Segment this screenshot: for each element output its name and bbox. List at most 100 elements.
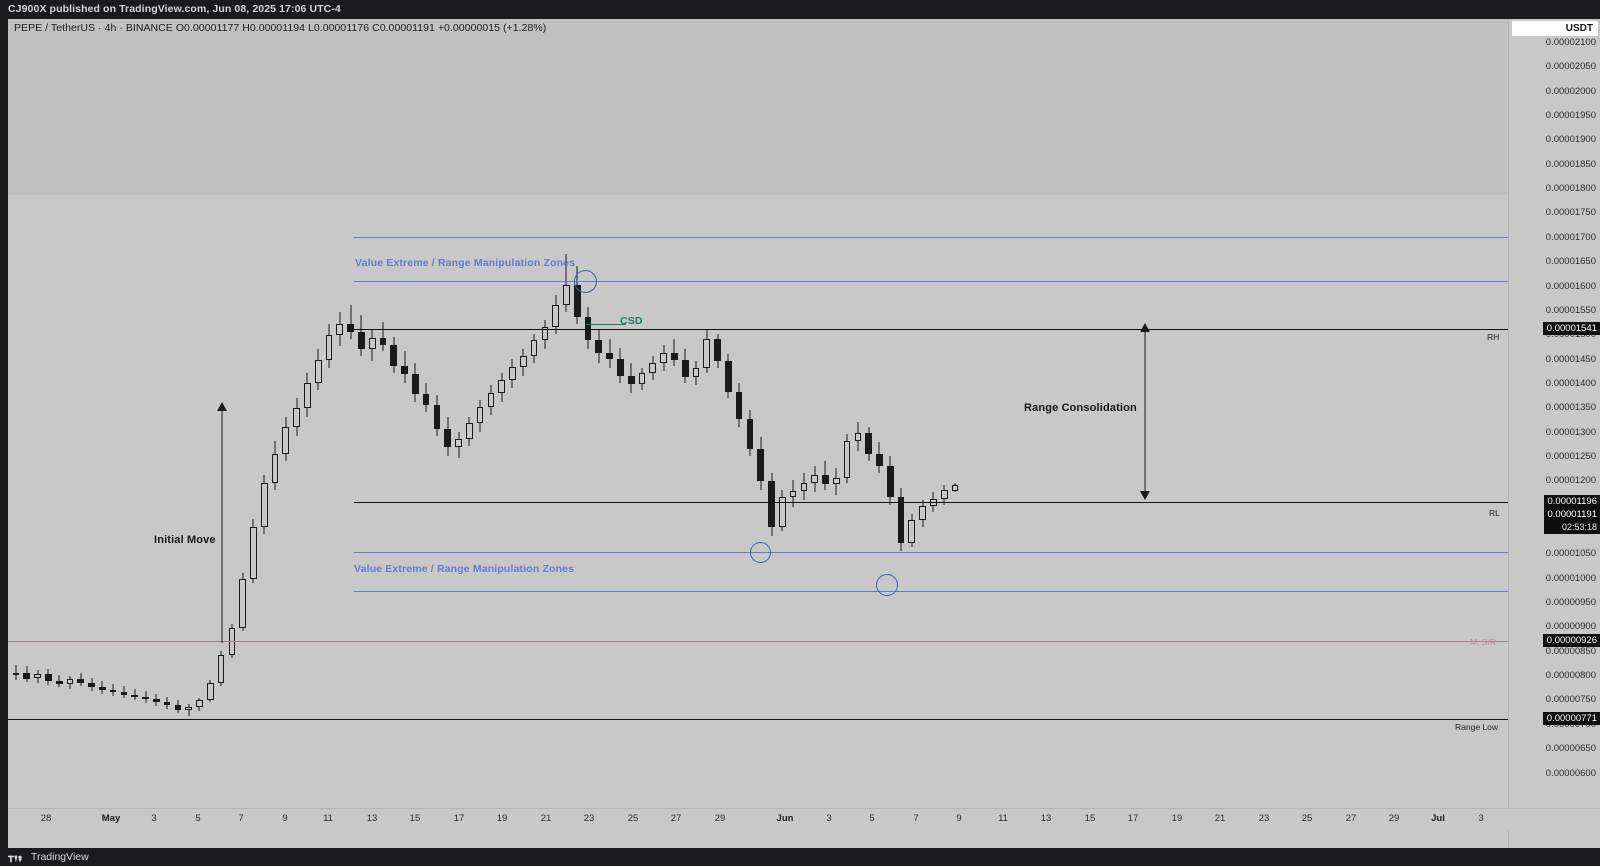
candle-body [649,363,657,374]
marker-circle-lower-sweep-1[interactable] [750,542,771,563]
candle [886,455,894,505]
bar-countdown: 02:53:18 [1561,522,1597,532]
price-tick: 0.00000950 [1545,597,1596,609]
candle-body [401,365,408,375]
time-axis-label: May [101,813,121,824]
price-axis[interactable]: USDT 0.00002100 0.00002050 0.00002000 0.000… [1508,19,1600,866]
legend-ohlc: O0.00001177 H0.00001194 L0.00001176 C0.0… [175,22,435,34]
price-pill-range-low-base[interactable]: 0.00000771 [1542,712,1600,725]
annotation-initial-move[interactable]: Initial Move [154,534,216,546]
price-tick: 0.00001450 [1545,353,1596,365]
price-line-upper-extreme-top[interactable] [354,237,1508,238]
candle-body [530,340,538,357]
candle [196,698,203,712]
arrow-head-up-icon [1140,323,1150,332]
price-pill-range-high[interactable]: 0.00001541 [1542,322,1600,335]
candle [876,442,883,473]
axis-tag-range-low: RL [1489,508,1500,518]
candle [843,434,851,483]
candle-body [358,331,365,349]
price-tick: 0.00002000 [1545,85,1596,97]
price-tick: 0.00002050 [1545,61,1596,73]
price-tick: 0.00001950 [1545,110,1596,122]
candle [206,679,214,703]
chart-frame[interactable]: PEPE / TetherUS · 4h · BINANCE O0.000011… [8,19,1600,866]
time-axis-label: 25 [627,813,639,824]
upper-background-band [8,19,1508,195]
candle-body [865,432,872,454]
candle [584,307,592,349]
chart-legend: PEPE / TetherUS · 4h · BINANCE O0.000011… [14,22,546,34]
marker-circle-lower-sweep-2[interactable] [876,574,898,596]
annotation-value-extreme-upper[interactable]: Value Extreme / Range Manipulation Zones [355,257,576,269]
candle-body [455,438,462,448]
price-line-upper-extreme-bottom[interactable] [354,281,1508,282]
candle [724,353,732,398]
candle-body [681,359,689,378]
candle [23,666,31,682]
candle-body [778,497,786,527]
candle [336,312,344,347]
time-axis-label: 11 [998,813,1008,824]
candle-body [142,697,149,700]
time-axis-label: 15 [409,813,421,824]
price-pill-current[interactable]: 0.00001191 02:53:18 [1543,508,1600,534]
candle-body [671,352,678,360]
candle [606,339,613,369]
price-tick: 0.00000900 [1545,621,1596,633]
price-line-lower-extreme-top[interactable] [354,552,1508,553]
candle-body [498,380,506,393]
price-line-lower-extreme-bottom[interactable] [354,591,1508,592]
initial-move-arrow[interactable] [216,402,228,643]
time-axis[interactable]: 28 May 3 5 7 9 11 13 15 17 19 21 23 25 27 29 Jun 3 5 7 9 11 13… [8,808,1600,830]
time-axis-label: 19 [1171,813,1183,824]
annotation-csd[interactable]: CSD [620,315,643,327]
candle [757,437,765,491]
time-axis-label: 21 [540,813,552,824]
price-line-range-low[interactable] [354,502,1508,503]
candle-wick [673,339,675,366]
price-line-range-high[interactable] [354,329,1508,330]
candle-body [919,505,926,521]
price-tick: 0.00001200 [1545,475,1596,487]
annotation-range-consolidation[interactable]: Range Consolidation [1024,402,1137,414]
candle-body [433,404,441,430]
arrow-head-up-icon [217,402,227,411]
candle [131,688,139,701]
candle [919,499,926,527]
price-line-manipulation-sr[interactable] [8,641,1508,642]
candle [487,385,495,415]
currency-badge[interactable]: USDT [1512,21,1598,36]
candle-wick [80,672,82,686]
price-pill-range-low[interactable]: 0.00001196 [1543,495,1600,508]
candle-body [660,352,667,364]
lower-background-band [8,195,1508,808]
tradingview-logo-icon [8,852,23,863]
candle-body [908,520,916,543]
range-consolidation-arrow[interactable] [1139,323,1151,500]
candle [185,704,193,716]
candle-body [217,654,225,683]
candle [627,363,635,393]
candle [368,329,376,361]
current-price-value: 0.00001191 [1547,509,1598,520]
price-line-range-low-base[interactable] [8,719,1508,720]
candle-body [951,484,959,492]
candle [595,329,603,364]
candle-body [735,391,743,420]
chart-plot-area[interactable]: PEPE / TetherUS · 4h · BINANCE O0.000011… [8,19,1508,808]
time-axis-label: 13 [1040,813,1052,824]
price-pill-manipulation-sr[interactable]: 0.00000926 [1542,634,1600,647]
csd-leader-line [586,324,626,325]
annotation-value-extreme-lower[interactable]: Value Extreme / Range Manipulation Zones [354,563,575,575]
candle [660,344,667,371]
candle [444,416,452,456]
candle-body [563,285,570,305]
marker-circle-upper-sweep[interactable] [574,270,597,293]
arrow-head-down-icon [1140,491,1150,500]
candle [34,670,41,683]
candle [800,472,808,500]
candle [940,485,948,505]
candle [163,696,171,710]
candle-body [379,338,387,345]
